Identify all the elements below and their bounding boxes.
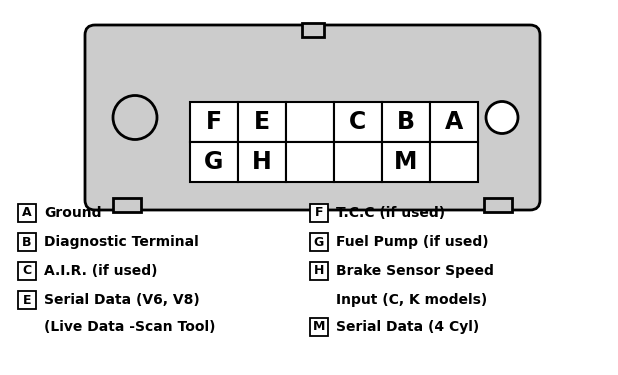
Bar [310, 262, 328, 280]
Text: A: A [22, 207, 32, 219]
Bar [286, 102, 334, 142]
Text: A.I.R. (if used): A.I.R. (if used) [44, 264, 158, 278]
Bar [334, 142, 382, 182]
Text: A: A [445, 110, 463, 134]
Bar [286, 142, 334, 182]
Bar [430, 102, 478, 142]
Text: Serial Data (V6, V8): Serial Data (V6, V8) [44, 293, 200, 307]
Bar [484, 198, 512, 212]
Text: (Live Data -Scan Tool): (Live Data -Scan Tool) [44, 320, 216, 334]
Text: E: E [254, 110, 270, 134]
Text: H: H [252, 150, 272, 174]
Text: C: C [349, 110, 366, 134]
Text: T.C.C (if used): T.C.C (if used) [336, 206, 445, 220]
Bar [113, 198, 141, 212]
Bar [190, 142, 238, 182]
Circle shape [113, 96, 157, 140]
Bar [18, 262, 36, 280]
Text: Fuel Pump (if used): Fuel Pump (if used) [336, 235, 489, 249]
Text: H: H [314, 264, 324, 278]
Text: F: F [315, 207, 323, 219]
Bar [382, 142, 430, 182]
Bar [382, 102, 430, 142]
Bar [18, 204, 36, 222]
Bar [310, 318, 328, 336]
Text: F: F [206, 110, 222, 134]
Text: Diagnostic Terminal: Diagnostic Terminal [44, 235, 199, 249]
FancyBboxPatch shape [85, 25, 540, 210]
Text: C: C [22, 264, 32, 278]
Bar [310, 204, 328, 222]
Circle shape [486, 102, 518, 134]
Text: Brake Sensor Speed: Brake Sensor Speed [336, 264, 494, 278]
Bar [238, 142, 286, 182]
Bar [302, 23, 323, 37]
Bar [310, 233, 328, 251]
Text: B: B [22, 236, 32, 249]
Text: G: G [314, 236, 324, 249]
Text: G: G [205, 150, 224, 174]
Text: M: M [394, 150, 418, 174]
Text: Ground: Ground [44, 206, 101, 220]
Text: E: E [23, 294, 32, 306]
Text: B: B [397, 110, 415, 134]
Bar [18, 291, 36, 309]
Text: Serial Data (4 Cyl): Serial Data (4 Cyl) [336, 320, 479, 334]
Bar [430, 142, 478, 182]
Bar [190, 102, 238, 142]
Bar [334, 102, 382, 142]
Bar [238, 102, 286, 142]
Bar [18, 233, 36, 251]
Text: Input (C, K models): Input (C, K models) [336, 293, 487, 307]
Text: M: M [313, 321, 325, 333]
Text: easyautodiagnostics.com: easyautodiagnostics.com [247, 62, 373, 178]
